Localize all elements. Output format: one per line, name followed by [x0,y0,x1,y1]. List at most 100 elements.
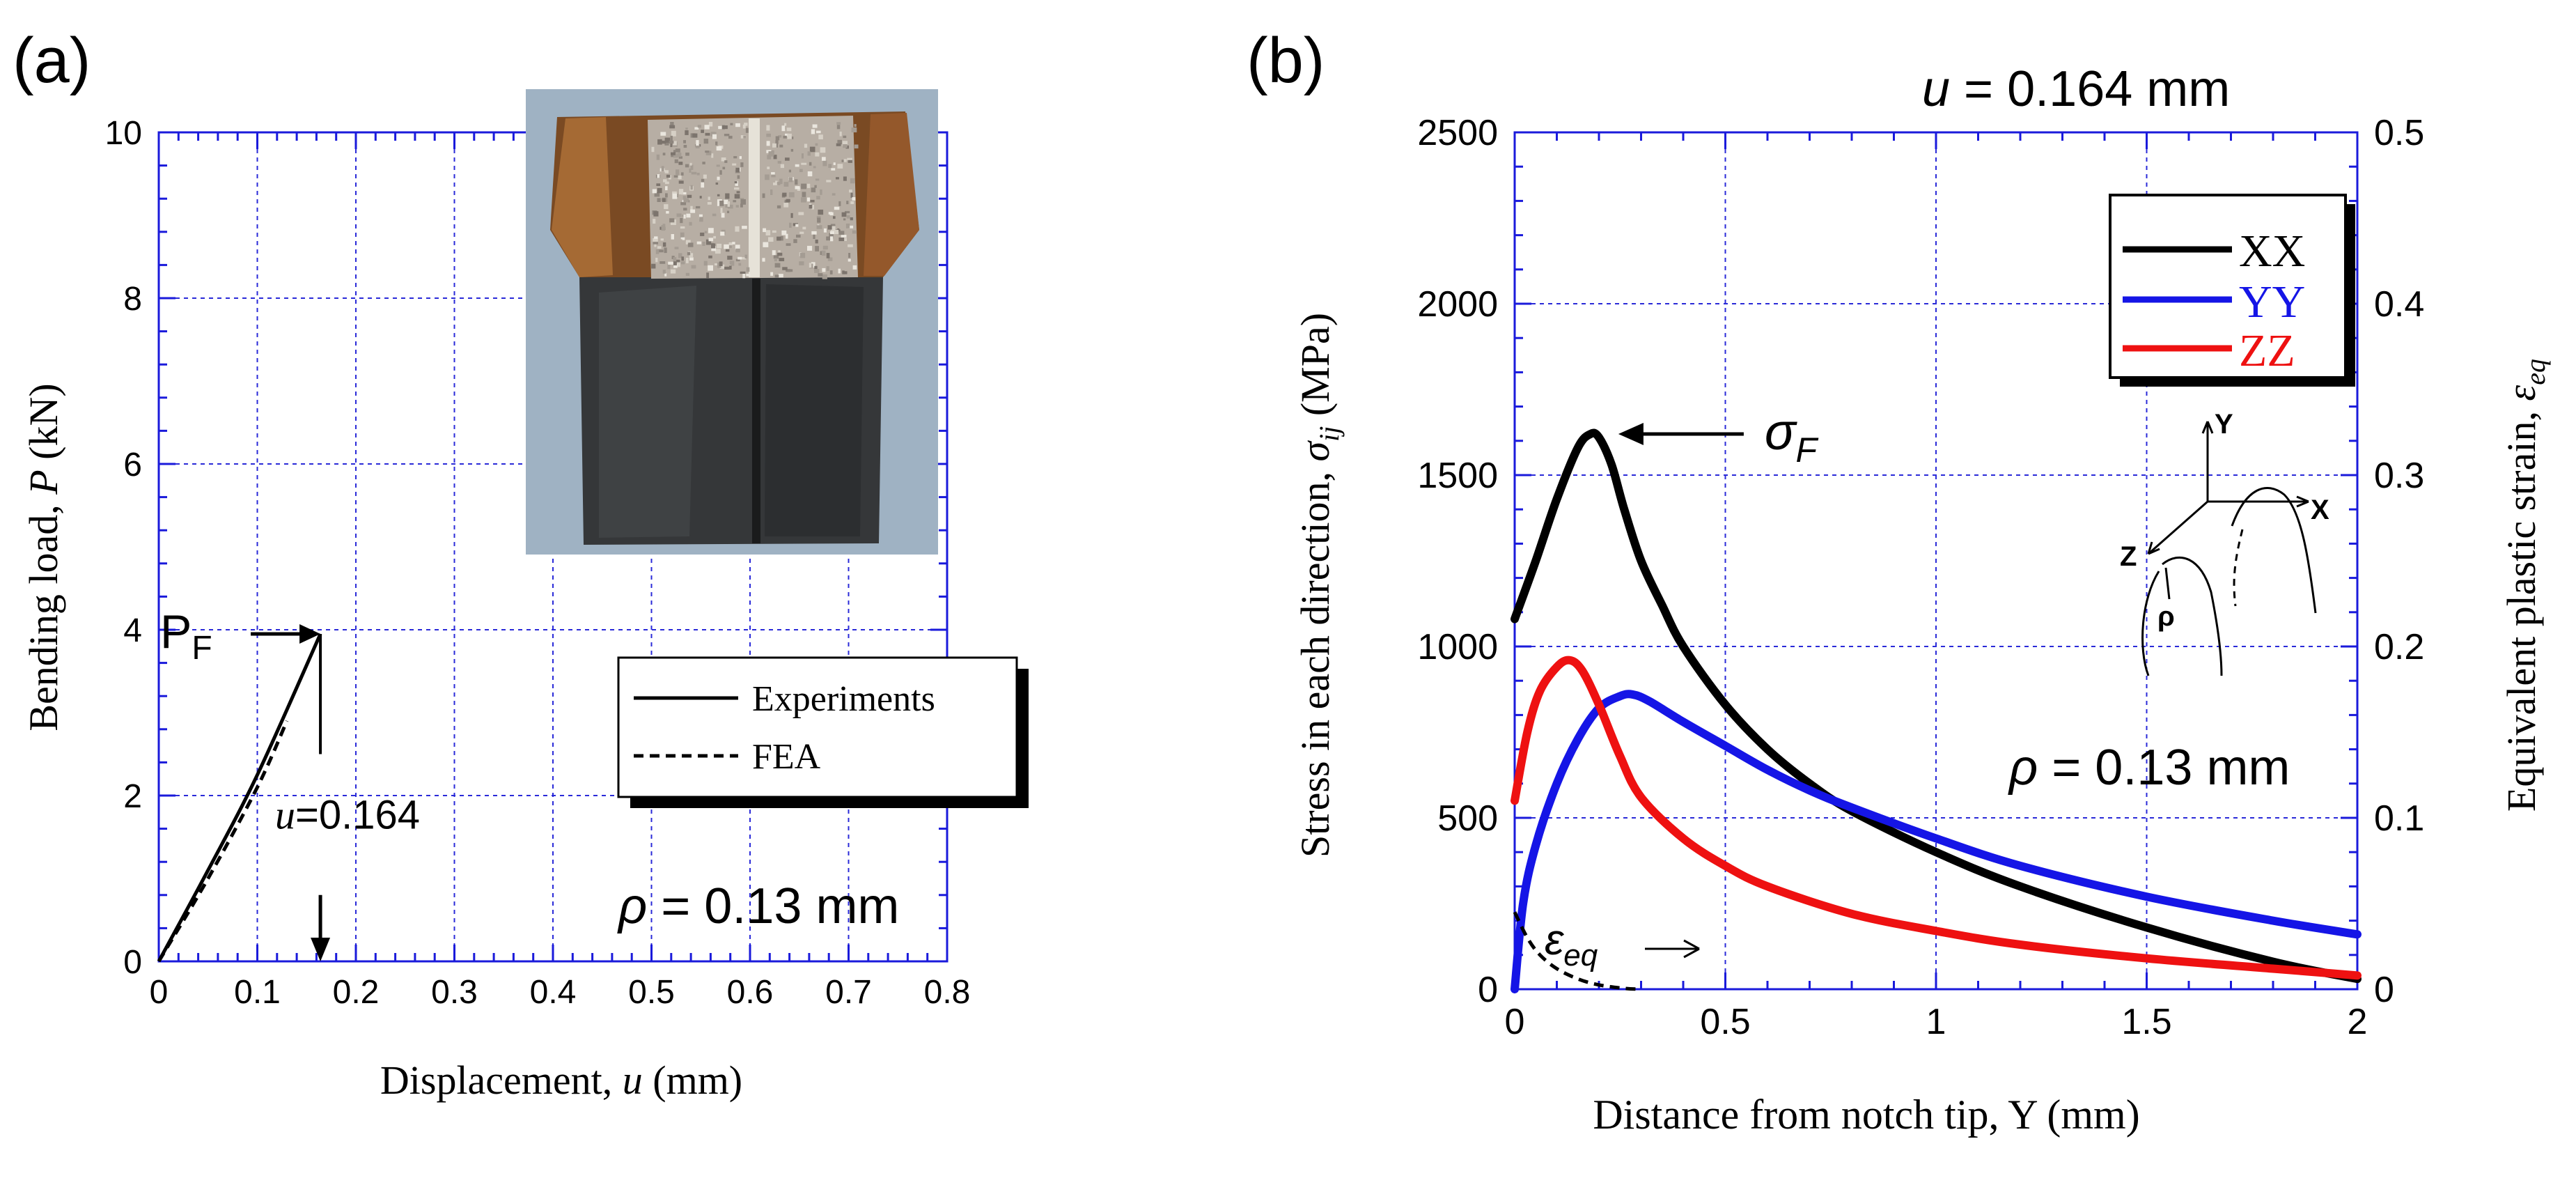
speckle [685,241,689,244]
speckle [783,203,789,208]
speckle [811,262,815,268]
y2-tick-label: 0.3 [2374,456,2424,496]
y-tick-label: 8 [123,281,142,318]
speckle [730,123,733,125]
speckle [767,155,772,160]
speckle [685,127,688,130]
speckle [724,160,728,163]
speckle [712,134,717,139]
speckle [687,251,691,256]
speckle [660,140,666,144]
speckle [680,232,685,238]
panel-a-rho-label: ρ = 0.13 mm [617,878,899,934]
speckle [673,257,677,262]
speckle [699,196,702,199]
speckle [783,135,787,139]
speckle [705,150,712,155]
y2-tick-label: 0.5 [2374,113,2424,153]
speckle [793,239,797,243]
speckle [848,160,852,163]
speckle [676,259,680,264]
speckle [784,123,787,126]
y-tick-label: 500 [1437,798,1498,839]
schematic-label-y: Y [2215,409,2233,440]
speckle [852,265,857,270]
speckle [672,191,677,194]
speckle [695,144,700,148]
speckle [665,193,668,198]
speckle [663,179,667,183]
speckle [742,273,746,279]
speckle [779,178,783,185]
x-tick-label: 0.3 [431,974,478,1011]
speckle [790,212,793,218]
speckle [762,258,765,262]
speckle [716,164,720,167]
speckle [680,217,683,224]
speckle [685,164,689,168]
legend-label-experiments: Experiments [752,679,935,719]
speckle [838,201,841,206]
speckle [678,253,682,258]
y2-tick-label: 0.1 [2374,798,2424,839]
speckle [762,193,765,199]
speckle [822,160,827,166]
speckle [844,238,847,241]
speckle [785,133,789,137]
speckle [673,153,678,158]
speckle [683,208,687,211]
speckle [826,236,831,241]
speckle [694,127,699,130]
speckle [689,222,692,226]
speckle [705,150,710,153]
fractured-specimen-photo [526,89,938,555]
fracture-notch-line [749,118,760,277]
speckle [679,189,684,194]
panel-b-title: u = 0.164 mm [1922,61,2230,117]
speckle [670,269,676,274]
speckle [741,257,747,260]
speckle [788,169,791,173]
speckle [818,134,823,139]
speckle [766,133,771,137]
speckle [685,130,689,135]
speckle [701,182,705,188]
speckle [710,132,715,137]
speckle [763,228,766,233]
speckle [743,135,747,139]
speckle [736,191,740,194]
speckle [774,143,779,148]
u-arrow-icon [311,938,331,961]
panel-a-tick-labels: 0 0.1 0.2 0.3 0.4 0.5 0.6 0.7 0.8 0 2 4 6 8 10 [105,115,971,1011]
y-tick-label: 4 [123,612,142,649]
speckle [708,196,710,201]
speckle [779,258,785,261]
speckle [699,217,703,222]
speckle [686,213,691,218]
speckle [848,225,854,228]
speckle [680,237,684,240]
speckle [813,234,815,239]
speckle [685,240,691,245]
x-tick-label: 0.5 [628,974,675,1011]
speckle [692,133,698,138]
schematic-z-axis [2148,500,2208,555]
speckle [729,265,732,270]
speckle [839,131,842,137]
speckle [786,199,790,202]
schematic-x-arrow-icon [2296,495,2309,508]
speckle [786,243,791,246]
legend-label-fea: FEA [752,737,821,777]
speckle [702,162,705,164]
speckle [657,249,664,253]
speckle [806,197,811,202]
speckle [708,122,713,127]
speckle [672,193,678,199]
speckle [829,233,834,239]
schematic-z-arrow-icon [2147,541,2160,555]
x-tick-label: 0.1 [234,974,281,1011]
x-tick-label: 1 [1926,1002,1946,1042]
speckle [670,135,673,141]
speckle [696,206,701,209]
speckle [766,125,770,131]
